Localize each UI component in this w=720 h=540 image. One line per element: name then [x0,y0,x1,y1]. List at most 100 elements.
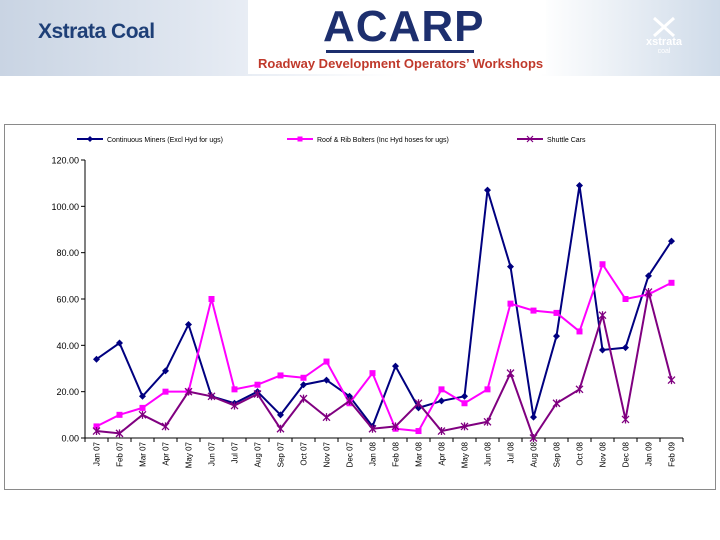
data-point [644,288,653,297]
data-point [162,388,169,395]
data-point [207,392,216,401]
data-point [461,400,468,407]
data-point [553,309,560,316]
x-tick-label: Jan 08 [369,441,378,466]
x-tick-label: Jul 07 [231,441,240,463]
x-tick-label: Jun 08 [484,441,493,466]
data-point [208,296,215,302]
x-tick-label: Apr 07 [162,441,171,465]
data-point [277,372,284,379]
legend-marker [526,135,534,143]
x-tick-label: Oct 07 [300,441,309,465]
data-point [368,424,377,433]
x-tick-label: Nov 08 [599,441,608,467]
data-point [621,415,630,424]
data-point [576,181,583,189]
data-point [392,362,399,370]
data-point [93,355,100,363]
data-point [162,367,169,375]
y-tick-label: 40.00 [56,341,79,351]
data-point [668,279,675,286]
data-point [345,396,354,405]
legend-marker [297,136,303,142]
data-point [161,422,170,431]
data-point [323,376,330,384]
data-point [484,186,491,194]
acarp-logo-text: ACARP [323,2,485,51]
data-point [138,410,147,419]
data-point [622,296,629,302]
data-point [116,339,123,347]
legend-item: Roof & Rib Bolters (Inc Hyd hoses for ug… [287,136,449,144]
y-tick-label: 0.00 [61,434,79,444]
data-point [93,423,100,430]
data-point [415,428,422,435]
data-point [185,320,192,328]
data-point [438,386,445,393]
data-point [230,401,239,410]
data-point [300,374,307,381]
company-logo-text: Xstrata Coal [38,20,155,43]
data-point [553,332,560,340]
data-point [507,263,514,271]
y-tick-label: 120.00 [51,156,79,166]
series-0 [93,181,675,430]
y-tick-label: 80.00 [56,248,79,258]
x-tick-label: Feb 08 [392,441,401,466]
data-point [277,411,284,419]
series-1 [93,261,675,435]
series-2 [92,288,676,442]
x-tick-label: Apr 08 [438,441,447,465]
data-point [460,422,469,431]
data-point [437,427,446,436]
data-point [667,376,676,385]
data-point [529,434,538,442]
legend-label: Shuttle Cars [547,137,586,144]
xstrata-logo: xstrata coal [634,16,694,66]
data-point [575,385,584,394]
x-tick-label: Feb 09 [668,441,677,466]
y-tick-label: 20.00 [56,387,79,397]
data-point [530,307,537,314]
x-tick-label: Sep 07 [277,441,286,467]
data-point [231,386,238,393]
x-tick-label: Jan 09 [645,441,654,466]
data-point [391,422,400,431]
data-point [115,429,124,438]
y-tick-label: 60.00 [56,295,79,305]
acarp-logo: ACARP Roadway Development Operators’ Wor… [248,0,546,74]
header-banner: Xstrata Coal ACARP Roadway Development O… [0,0,720,76]
data-point [645,272,652,280]
data-point [622,344,629,352]
data-point [461,392,468,400]
chart-frame: Continuous Miners (Excl Hyd for ugs) Roof… [4,124,716,490]
legend-item: Shuttle Cars [517,135,586,144]
x-tick-label: Feb 07 [116,441,125,466]
data-point [253,389,262,398]
series-line [96,291,673,441]
data-point [254,381,261,388]
x-tick-label: May 07 [185,441,194,468]
data-point [92,427,101,436]
data-point [139,392,146,400]
legend-label: Roof & Rib Bolters (Inc Hyd hoses for ug… [317,137,449,144]
data-point [139,404,146,411]
chart-series [92,181,676,442]
legend-marker [87,136,93,142]
x-tick-label: Mar 08 [415,441,424,466]
series-line [95,185,673,429]
y-tick-label: 100.00 [51,202,79,212]
xstrata-logo-subtext: coal [657,48,671,55]
data-point [599,346,606,354]
line-chart: Continuous Miners (Excl Hyd for ugs) Roof… [51,135,684,468]
data-point [414,399,423,408]
legend-item: Continuous Miners (Excl Hyd for ugs) [77,136,223,144]
data-point [299,394,308,403]
x-tick-label: May 08 [461,441,470,468]
data-point [552,399,561,408]
chart-legend: Continuous Miners (Excl Hyd for ugs) Roof… [77,135,586,144]
data-point [507,300,514,307]
x-tick-label: Aug 08 [530,441,539,467]
data-point [598,311,607,320]
data-point [300,381,307,389]
